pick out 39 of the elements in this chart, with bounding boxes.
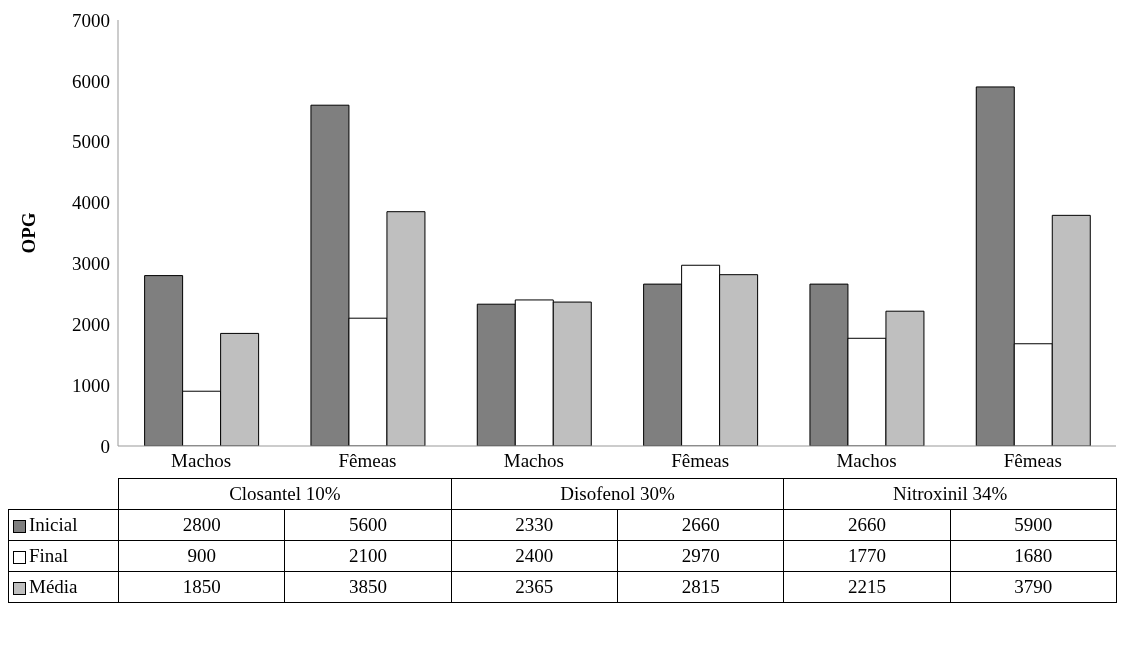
data-label: 2365 [451,571,618,603]
text: Disofenol 30% [451,478,784,510]
x-tick-label: Fêmeas [1003,450,1062,472]
data-label: 2100 [284,540,452,572]
y-tick-label: 2000 [72,314,110,336]
y-tick-label: 4000 [72,192,110,214]
data-label: 3850 [284,571,452,603]
data-label: 5600 [284,509,452,541]
data-label: 3790 [950,571,1117,603]
x-tick-label: Fêmeas [338,450,397,472]
data-label: 5900 [950,509,1117,541]
data-label: 2660 [617,509,784,541]
text: Closantel 10% [118,478,452,510]
data-label: 900 [118,540,285,572]
x-tick-label: Fêmeas [671,450,730,472]
legend-label: Final [29,545,69,566]
data-label: 1770 [783,540,951,572]
data-label: 2400 [451,540,618,572]
data-label: 2330 [451,509,618,541]
data-label: 1680 [950,540,1117,572]
y-axis-title: OPG [17,212,39,254]
legend-label: Média [29,576,78,597]
y-tick-label: 1000 [72,374,110,396]
legend-label: Inicial [29,514,78,535]
data-label: 2815 [617,571,784,603]
data-label: 1850 [118,571,285,603]
data-label: 2660 [783,509,951,541]
x-tick-label: Machos [171,450,232,472]
y-tick-label: 3000 [72,253,110,275]
data-label: 2215 [783,571,951,603]
data-label: 2970 [617,540,784,572]
y-tick-label: 0 [100,435,110,457]
data-label: 2800 [118,509,285,541]
x-tick-label: Machos [503,450,564,472]
text: Nitroxinil 34% [783,478,1117,510]
y-tick-label: 7000 [72,9,110,31]
y-tick-label: 5000 [72,131,110,153]
y-tick-label: 6000 [72,70,110,92]
x-tick-label: Machos [836,450,897,472]
